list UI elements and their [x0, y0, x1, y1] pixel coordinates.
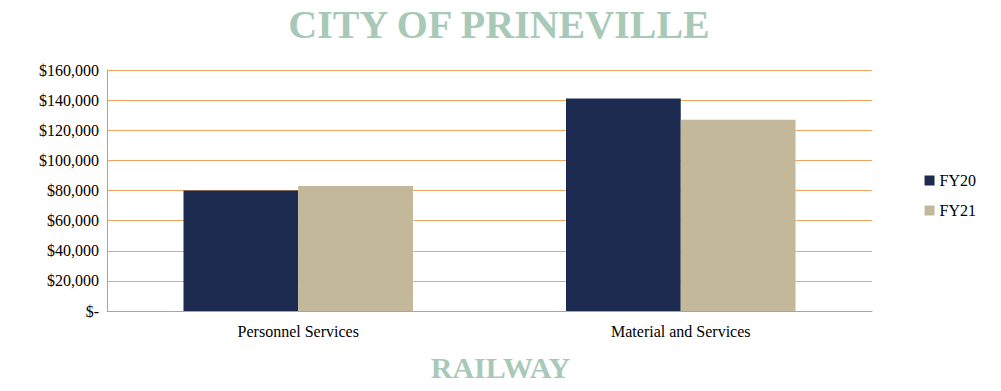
svg-text:$80,000: $80,000 — [47, 182, 99, 199]
svg-text:$160,000: $160,000 — [39, 62, 99, 79]
svg-text:$100,000: $100,000 — [39, 152, 99, 169]
svg-text:$60,000: $60,000 — [47, 212, 99, 229]
svg-text:Material and Services: Material and Services — [611, 323, 751, 340]
svg-text:$40,000: $40,000 — [47, 242, 99, 259]
svg-text:$-: $- — [86, 303, 99, 320]
svg-text:CITY OF PRINEVILLE: CITY OF PRINEVILLE — [288, 2, 710, 47]
svg-text:$120,000: $120,000 — [39, 122, 99, 139]
svg-text:FY21: FY21 — [940, 202, 976, 219]
svg-text:$140,000: $140,000 — [39, 92, 99, 109]
svg-text:$20,000: $20,000 — [47, 272, 99, 289]
svg-text:FY20: FY20 — [940, 172, 976, 189]
svg-text:RAILWAY: RAILWAY — [431, 351, 571, 384]
svg-text:Personnel Services: Personnel Services — [238, 323, 359, 340]
